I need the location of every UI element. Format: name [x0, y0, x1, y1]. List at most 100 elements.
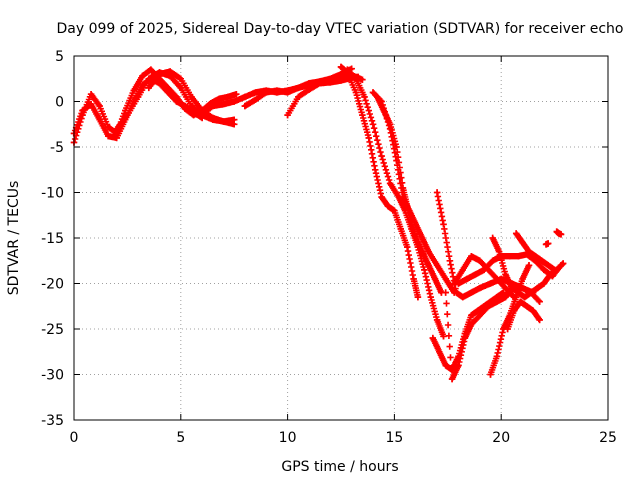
data-point — [530, 307, 537, 314]
data-point — [472, 271, 479, 278]
data-point — [124, 111, 131, 119]
data-point — [544, 240, 552, 247]
data-point — [156, 71, 163, 78]
data-point — [263, 89, 270, 96]
data-point — [551, 266, 558, 274]
data-point — [391, 207, 398, 214]
data-point — [408, 221, 415, 228]
data-point — [380, 107, 387, 114]
data-point — [241, 93, 249, 101]
data-point — [440, 221, 447, 228]
y-tick-label: -30 — [41, 368, 64, 384]
data-point — [427, 293, 434, 301]
data-point — [448, 375, 456, 383]
data-point — [410, 275, 417, 283]
data-point — [181, 102, 189, 110]
data-point — [188, 93, 195, 101]
data-point — [384, 202, 392, 210]
x-axis-label: GPS time / hours — [281, 459, 398, 475]
data-point — [493, 353, 501, 360]
data-point — [436, 348, 443, 355]
chart-title: Day 099 of 2025, Sidereal Day-to-day VTE… — [57, 21, 624, 37]
data-point — [540, 280, 548, 287]
data-point — [474, 307, 481, 314]
data-point — [487, 371, 494, 378]
data-point — [241, 102, 249, 110]
data-point — [433, 316, 441, 324]
data-point — [220, 118, 227, 125]
data-point — [547, 271, 554, 278]
data-point — [433, 262, 441, 269]
y-tick-label: -10 — [41, 186, 64, 202]
data-point — [113, 125, 120, 132]
series-sat-d — [145, 68, 238, 128]
data-point — [446, 257, 454, 264]
data-point — [397, 225, 405, 233]
data-point — [295, 84, 302, 92]
data-point — [525, 262, 533, 269]
data-point — [459, 293, 466, 301]
grid — [74, 56, 608, 420]
data-point — [517, 298, 524, 305]
data-point — [468, 289, 475, 296]
y-tick-label: 0 — [55, 95, 64, 111]
data-point — [344, 66, 351, 73]
data-point — [412, 234, 419, 242]
data-point — [177, 75, 184, 82]
series-markers — [504, 298, 543, 333]
data-point — [559, 260, 567, 267]
data-point — [284, 89, 291, 96]
data-point — [521, 293, 528, 301]
data-point — [166, 68, 174, 75]
data-point — [461, 334, 469, 342]
y-tick-label: -35 — [41, 413, 64, 429]
data-point — [502, 284, 509, 292]
data-point — [506, 253, 513, 260]
series-sat-h — [337, 63, 422, 301]
data-points — [70, 63, 567, 383]
data-point — [188, 102, 195, 110]
data-point — [468, 312, 475, 319]
data-point — [252, 96, 259, 103]
data-point — [216, 95, 223, 102]
data-point — [231, 121, 238, 128]
data-point — [534, 284, 541, 292]
data-point — [337, 77, 345, 84]
data-point — [515, 253, 522, 260]
data-point — [502, 271, 509, 278]
data-point — [414, 293, 422, 301]
series-sat-k — [374, 93, 445, 296]
data-point — [442, 362, 449, 369]
data-point — [316, 80, 323, 87]
data-point — [386, 121, 394, 128]
data-point — [468, 253, 475, 260]
data-point — [87, 101, 95, 108]
y-tick-label: -5 — [50, 140, 64, 156]
data-point — [440, 333, 447, 340]
data-point — [532, 253, 539, 260]
data-point — [431, 275, 439, 283]
data-point — [145, 75, 152, 82]
data-point — [371, 166, 379, 173]
data-point — [386, 180, 394, 187]
data-point — [429, 334, 437, 342]
y-tick-label: 5 — [55, 49, 64, 65]
data-point — [489, 234, 496, 242]
data-point — [536, 316, 543, 324]
data-point — [527, 289, 535, 296]
data-point — [504, 325, 511, 333]
data-point — [557, 231, 565, 238]
data-point — [273, 87, 281, 94]
data-point — [96, 102, 103, 110]
data-point — [134, 93, 142, 101]
series-sat-s — [504, 298, 543, 333]
data-point — [523, 303, 531, 310]
data-point — [515, 289, 522, 296]
data-point — [361, 93, 368, 101]
data-point — [544, 262, 552, 269]
series-sat-p — [455, 251, 565, 287]
y-tick-label: -15 — [41, 231, 64, 247]
data-point — [540, 266, 548, 274]
data-point — [512, 293, 520, 301]
